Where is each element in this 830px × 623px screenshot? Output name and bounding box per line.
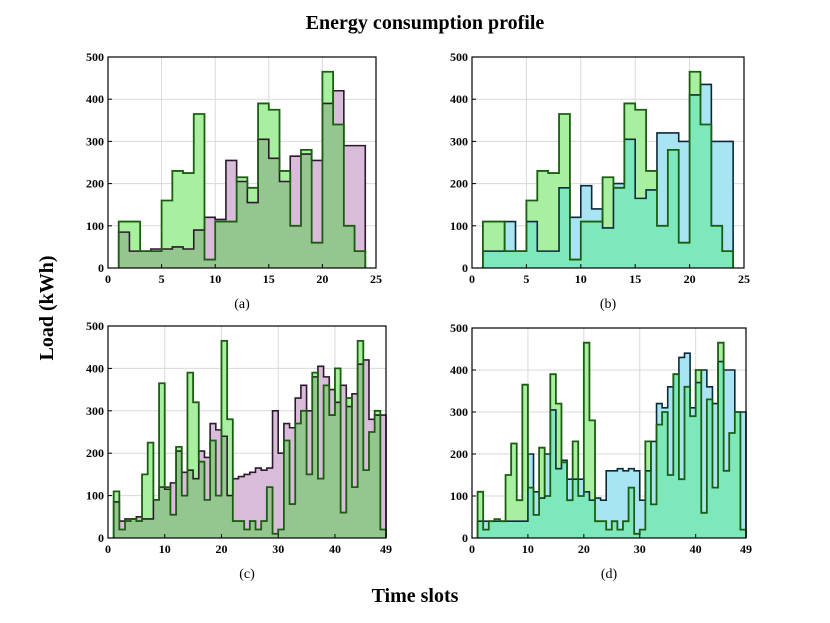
- x-tick-label: 25: [370, 272, 382, 286]
- chart-title: Energy consumption profile: [306, 12, 545, 34]
- y-tick-label: 100: [450, 489, 468, 503]
- y-tick-label: 0: [98, 261, 104, 275]
- x-tick-label: 15: [629, 272, 641, 286]
- x-tick-label: 5: [523, 272, 529, 286]
- x-tick-label: 20: [215, 542, 227, 556]
- x-tick-label: 10: [209, 272, 221, 286]
- subplot-d: 0 10 20 30 40 49 0 100 200 300 400 500 (d): [450, 321, 752, 582]
- series-overlap-fill: [482, 94, 734, 268]
- series-original-line: [481, 70, 735, 268]
- y-tick-label: 300: [86, 404, 104, 418]
- subplot-c: 0 10 20 30 40 49 0 100 200 300 400 500 (c): [86, 319, 392, 582]
- subplot-a: 0 5 10 15 20 25 0 100 200 300 400 500 (a): [86, 50, 382, 312]
- y-tick-label: 400: [450, 92, 468, 106]
- subplot-b: 0 5 10 15 20 25 0 100 200 300 400 500 (b): [450, 50, 750, 312]
- y-tick-label: 100: [450, 219, 468, 233]
- x-tick-label: 0: [105, 542, 111, 556]
- x-tick-label: 49: [380, 542, 392, 556]
- x-tick-label: 25: [738, 272, 750, 286]
- y-axis-label: Load (kWh): [36, 255, 58, 360]
- x-tick-label: 0: [469, 542, 475, 556]
- x-tick-label: 5: [159, 272, 165, 286]
- y-tick-label: 200: [86, 446, 104, 460]
- x-tick-label: 15: [263, 272, 275, 286]
- y-tick-label: 400: [450, 363, 468, 377]
- x-tick-label: 10: [575, 272, 587, 286]
- y-tick-label: 0: [462, 261, 468, 275]
- y-tick-label: 300: [450, 134, 468, 148]
- series-original-line: [112, 339, 387, 538]
- subplot-label: (d): [601, 567, 618, 582]
- y-tick-label: 500: [450, 50, 468, 64]
- y-tick-label: 500: [86, 50, 104, 64]
- y-tick-label: 0: [462, 531, 468, 545]
- y-tick-label: 400: [86, 361, 104, 375]
- plot-frame: [107, 325, 387, 539]
- x-tick-label: 0: [105, 272, 111, 286]
- x-tick-label: 30: [272, 542, 284, 556]
- series-overlap-fill: [118, 103, 366, 268]
- y-tick-label: 200: [450, 177, 468, 191]
- subplot-label: (a): [234, 297, 250, 312]
- x-tick-label: 20: [578, 542, 590, 556]
- plot-frame: [107, 56, 377, 269]
- x-tick-label: 49: [740, 542, 752, 556]
- x-tick-label: 0: [469, 272, 475, 286]
- x-tick-label: 20: [684, 272, 696, 286]
- x-tick-label: 40: [329, 542, 341, 556]
- x-axis-label: Time slots: [372, 585, 459, 607]
- x-tick-label: 20: [316, 272, 328, 286]
- y-tick-label: 300: [86, 134, 104, 148]
- y-tick-label: 200: [86, 177, 104, 191]
- subplot-label: (b): [600, 297, 617, 312]
- series-original-line: [117, 70, 367, 268]
- y-tick-label: 100: [86, 219, 104, 233]
- plot-frame: [471, 327, 747, 539]
- y-tick-label: 200: [450, 447, 468, 461]
- y-tick-label: 500: [450, 321, 468, 335]
- y-tick-label: 300: [450, 405, 468, 419]
- y-tick-label: 0: [98, 531, 104, 545]
- y-tick-label: 400: [86, 92, 104, 106]
- x-tick-label: 30: [634, 542, 646, 556]
- subplot-label: (c): [239, 567, 255, 582]
- y-tick-label: 500: [86, 319, 104, 333]
- x-tick-label: 10: [522, 542, 534, 556]
- plot-frame: [471, 56, 745, 269]
- x-tick-label: 10: [159, 542, 171, 556]
- y-tick-label: 100: [86, 489, 104, 503]
- series-original-line: [476, 341, 747, 538]
- x-tick-label: 40: [690, 542, 702, 556]
